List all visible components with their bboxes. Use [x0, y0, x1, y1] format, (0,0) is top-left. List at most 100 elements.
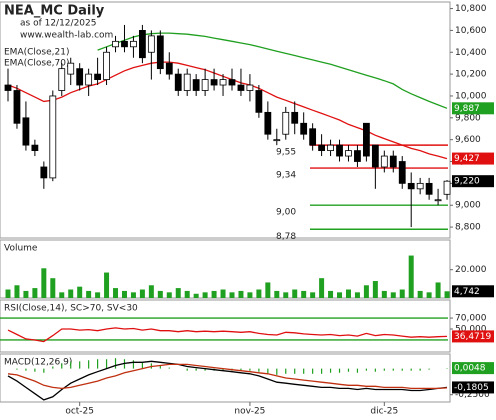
- candle-body: [354, 150, 361, 162]
- value-label: 0,0048: [454, 364, 486, 374]
- panel-frame: [0, 299, 451, 353]
- candle-body: [4, 84, 12, 91]
- value-label: 9,427: [454, 154, 480, 164]
- panel-frame: [0, 1, 451, 239]
- candle-body: [389, 155, 397, 168]
- candle-body: [13, 90, 21, 124]
- level-label: 9,00: [276, 208, 296, 218]
- y-tick-label: 9,600: [455, 135, 481, 145]
- y-tick-label: 20.000: [455, 265, 487, 275]
- candle-body: [264, 111, 272, 135]
- bar: [50, 278, 56, 298]
- histogram-bar: [88, 360, 90, 369]
- histogram-bar: [312, 368, 314, 374]
- panel-title: MACD(12,26,9): [4, 358, 72, 368]
- histogram-bar: [52, 366, 54, 369]
- histogram-bar: [70, 361, 72, 369]
- value-label-box: [452, 175, 494, 188]
- bar: [417, 290, 423, 298]
- bar: [202, 292, 208, 298]
- x-tick-label: oct-25: [65, 407, 94, 417]
- histogram-bar: [338, 368, 341, 373]
- indicator-line: [7, 363, 448, 390]
- bar: [274, 290, 280, 298]
- bar: [372, 281, 378, 298]
- candle-body: [237, 84, 245, 91]
- y-tick-label: 10,200: [455, 70, 487, 80]
- candle-body: [94, 73, 101, 80]
- candle-body: [58, 68, 66, 91]
- bar: [444, 291, 450, 298]
- y-tick-label: 70,000: [455, 314, 487, 324]
- bar: [59, 292, 65, 298]
- bar: [220, 289, 226, 298]
- histogram-bar: [16, 368, 18, 370]
- candle-body: [156, 35, 164, 70]
- value-label: 9,887: [454, 104, 480, 114]
- bar: [184, 290, 190, 298]
- candle-body: [336, 144, 343, 157]
- chart-title: NEA_MC Daily: [4, 4, 105, 19]
- legend-entry: EMA(Close,21): [4, 48, 69, 58]
- candle-body: [291, 111, 299, 124]
- candle-body: [201, 79, 209, 91]
- bar: [426, 292, 432, 298]
- bar: [408, 255, 414, 298]
- bar: [238, 290, 244, 298]
- bar: [139, 289, 145, 298]
- bar: [435, 282, 441, 298]
- candle-body: [165, 62, 173, 75]
- value-label-box: [452, 285, 494, 298]
- level-label: 8,78: [276, 232, 296, 242]
- bar: [301, 290, 307, 298]
- bar: [95, 292, 101, 298]
- y-tick-label: -0,2500: [455, 390, 490, 400]
- histogram-bar: [195, 368, 197, 371]
- histogram-bar: [240, 368, 242, 371]
- bar: [390, 292, 396, 298]
- candle-body: [380, 155, 388, 168]
- bar: [319, 278, 325, 298]
- level-label: 9,55: [276, 148, 296, 158]
- bar: [337, 292, 343, 298]
- candle-body: [282, 111, 290, 135]
- y-tick-label: 9,800: [455, 113, 481, 123]
- candle-body: [434, 199, 442, 202]
- candle-body: [174, 73, 182, 91]
- bar: [130, 292, 136, 298]
- histogram-bar: [168, 367, 170, 369]
- panel-frame: [0, 353, 451, 403]
- y-tick-label: 10,000: [455, 91, 487, 101]
- candle-body: [246, 84, 254, 91]
- histogram-bar: [159, 365, 161, 369]
- histogram-bar: [446, 368, 448, 369]
- histogram-bar: [294, 368, 296, 374]
- ema-line: [7, 61, 448, 160]
- histogram-bar: [97, 359, 99, 369]
- ema-line: [97, 32, 448, 109]
- candle-body: [40, 166, 48, 179]
- value-label-box: [452, 102, 494, 115]
- value-label: 4,742: [454, 287, 480, 297]
- y-tick-label: 50,000: [455, 325, 487, 335]
- histogram-bar: [258, 368, 260, 372]
- candle-body: [407, 182, 415, 190]
- candle-body: [228, 79, 236, 86]
- candle-body: [309, 128, 317, 146]
- candle-body: [327, 144, 334, 151]
- bar: [345, 289, 351, 298]
- histogram-bar: [365, 368, 367, 371]
- bar: [381, 290, 387, 298]
- histogram-bar: [285, 368, 287, 374]
- histogram-bar: [392, 368, 394, 371]
- bar: [23, 290, 29, 298]
- histogram-bar: [132, 360, 135, 369]
- x-tick-label: dic-25: [370, 407, 398, 417]
- histogram-bar: [25, 368, 27, 371]
- candle-body: [49, 95, 57, 179]
- histogram-bar: [401, 368, 403, 371]
- histogram-bar: [276, 368, 278, 375]
- histogram-bar: [222, 368, 224, 371]
- bar: [211, 290, 217, 298]
- histogram-bar: [410, 368, 412, 371]
